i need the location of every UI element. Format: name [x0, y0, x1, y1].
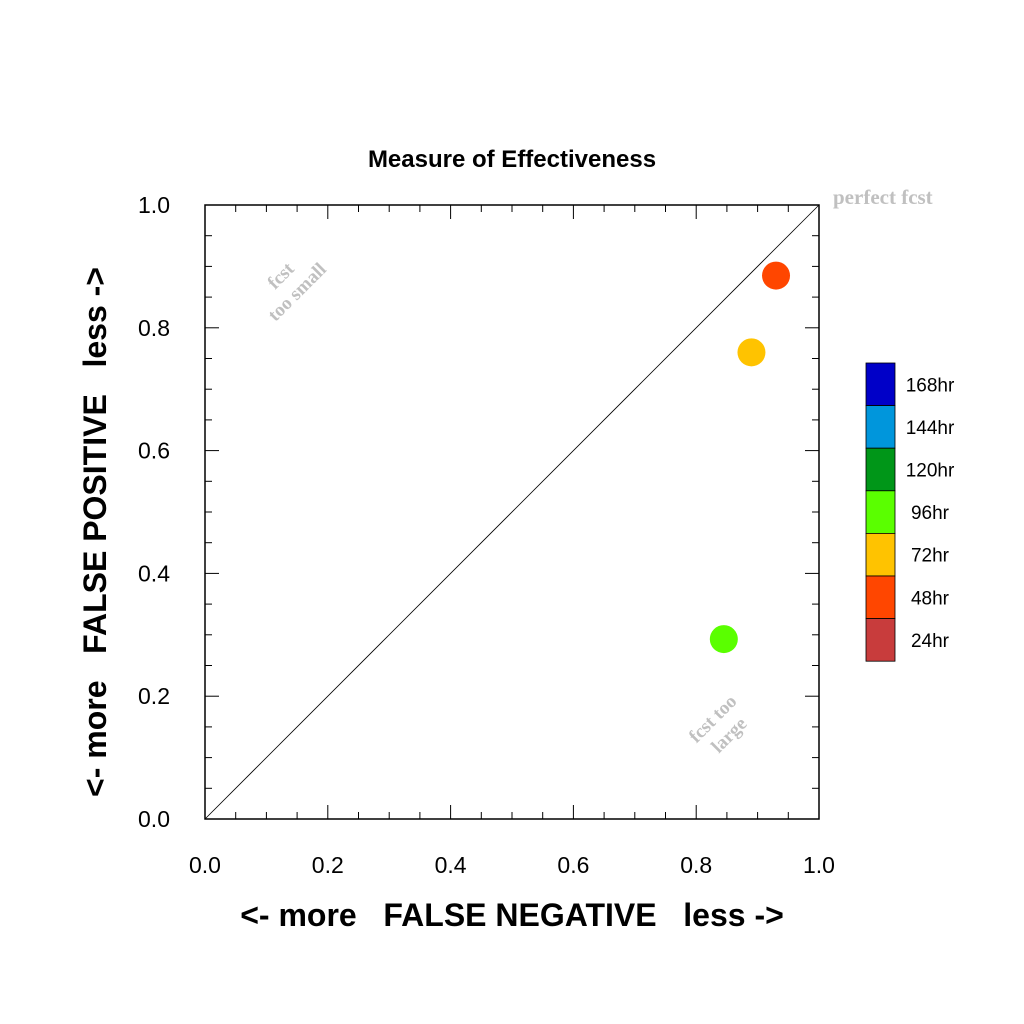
- legend-swatch-144hr: [865, 405, 896, 449]
- legend-swatch-120hr: [865, 447, 896, 492]
- legend-label-144hr: 144hr: [906, 418, 955, 439]
- too-large-annotation: fcst too large: [685, 691, 751, 757]
- y-tick-label: 1.0: [138, 192, 170, 218]
- point-96hr: [709, 625, 738, 654]
- too-small-annotation: fcst too small: [264, 258, 331, 326]
- legend-label-96hr: 96hr: [911, 503, 950, 524]
- legend-label-48hr: 48hr: [911, 588, 950, 609]
- legend-label-72hr: 72hr: [911, 546, 950, 567]
- x-axis-label: <- more FALSE NEGATIVE less ->: [240, 897, 784, 933]
- data-points: [709, 261, 791, 654]
- lead-time-legend: 168hr 144hr 120hr 96hr 72hr 48hr 24hr: [865, 362, 955, 662]
- legend-label-120hr: 120hr: [906, 461, 955, 482]
- perfect-forecast-diagonal: [204, 204, 820, 820]
- y-tick-label: 0.8: [138, 315, 170, 341]
- legend-swatch-168hr: [865, 362, 896, 406]
- y-tick-label: 0.2: [138, 683, 170, 709]
- x-tick-label: 0.6: [557, 852, 589, 878]
- y-tick-label: 0.4: [138, 560, 170, 586]
- x-tick-label: 0.0: [189, 852, 221, 878]
- y-axis-label: <- more FALSE POSITIVE less ->: [77, 267, 113, 797]
- perfect-forecast-annotation: perfect fcst: [833, 185, 933, 209]
- legend-swatch-72hr: [865, 533, 896, 577]
- x-tick-label: 0.4: [435, 852, 467, 878]
- legend-swatch-24hr: [865, 618, 896, 662]
- legend-swatch-96hr: [865, 490, 896, 534]
- x-tick-label: 0.8: [680, 852, 712, 878]
- axis-ticks: [204, 204, 820, 820]
- legend-label-24hr: 24hr: [911, 631, 950, 652]
- y-tick-label: 0.0: [138, 806, 170, 832]
- y-tick-labels: 0.0 0.2 0.4 0.6 0.8 1.0: [138, 192, 170, 832]
- legend-label-168hr: 168hr: [906, 375, 955, 396]
- point-48hr: [762, 261, 791, 290]
- x-tick-labels: 0.0 0.2 0.4 0.6 0.8 1.0: [189, 852, 835, 878]
- legend-swatch-48hr: [865, 575, 896, 619]
- x-tick-label: 1.0: [803, 852, 835, 878]
- y-tick-label: 0.6: [138, 438, 170, 464]
- x-tick-label: 0.2: [312, 852, 344, 878]
- chart-title: Measure of Effectiveness: [368, 146, 656, 173]
- point-72hr: [737, 338, 766, 367]
